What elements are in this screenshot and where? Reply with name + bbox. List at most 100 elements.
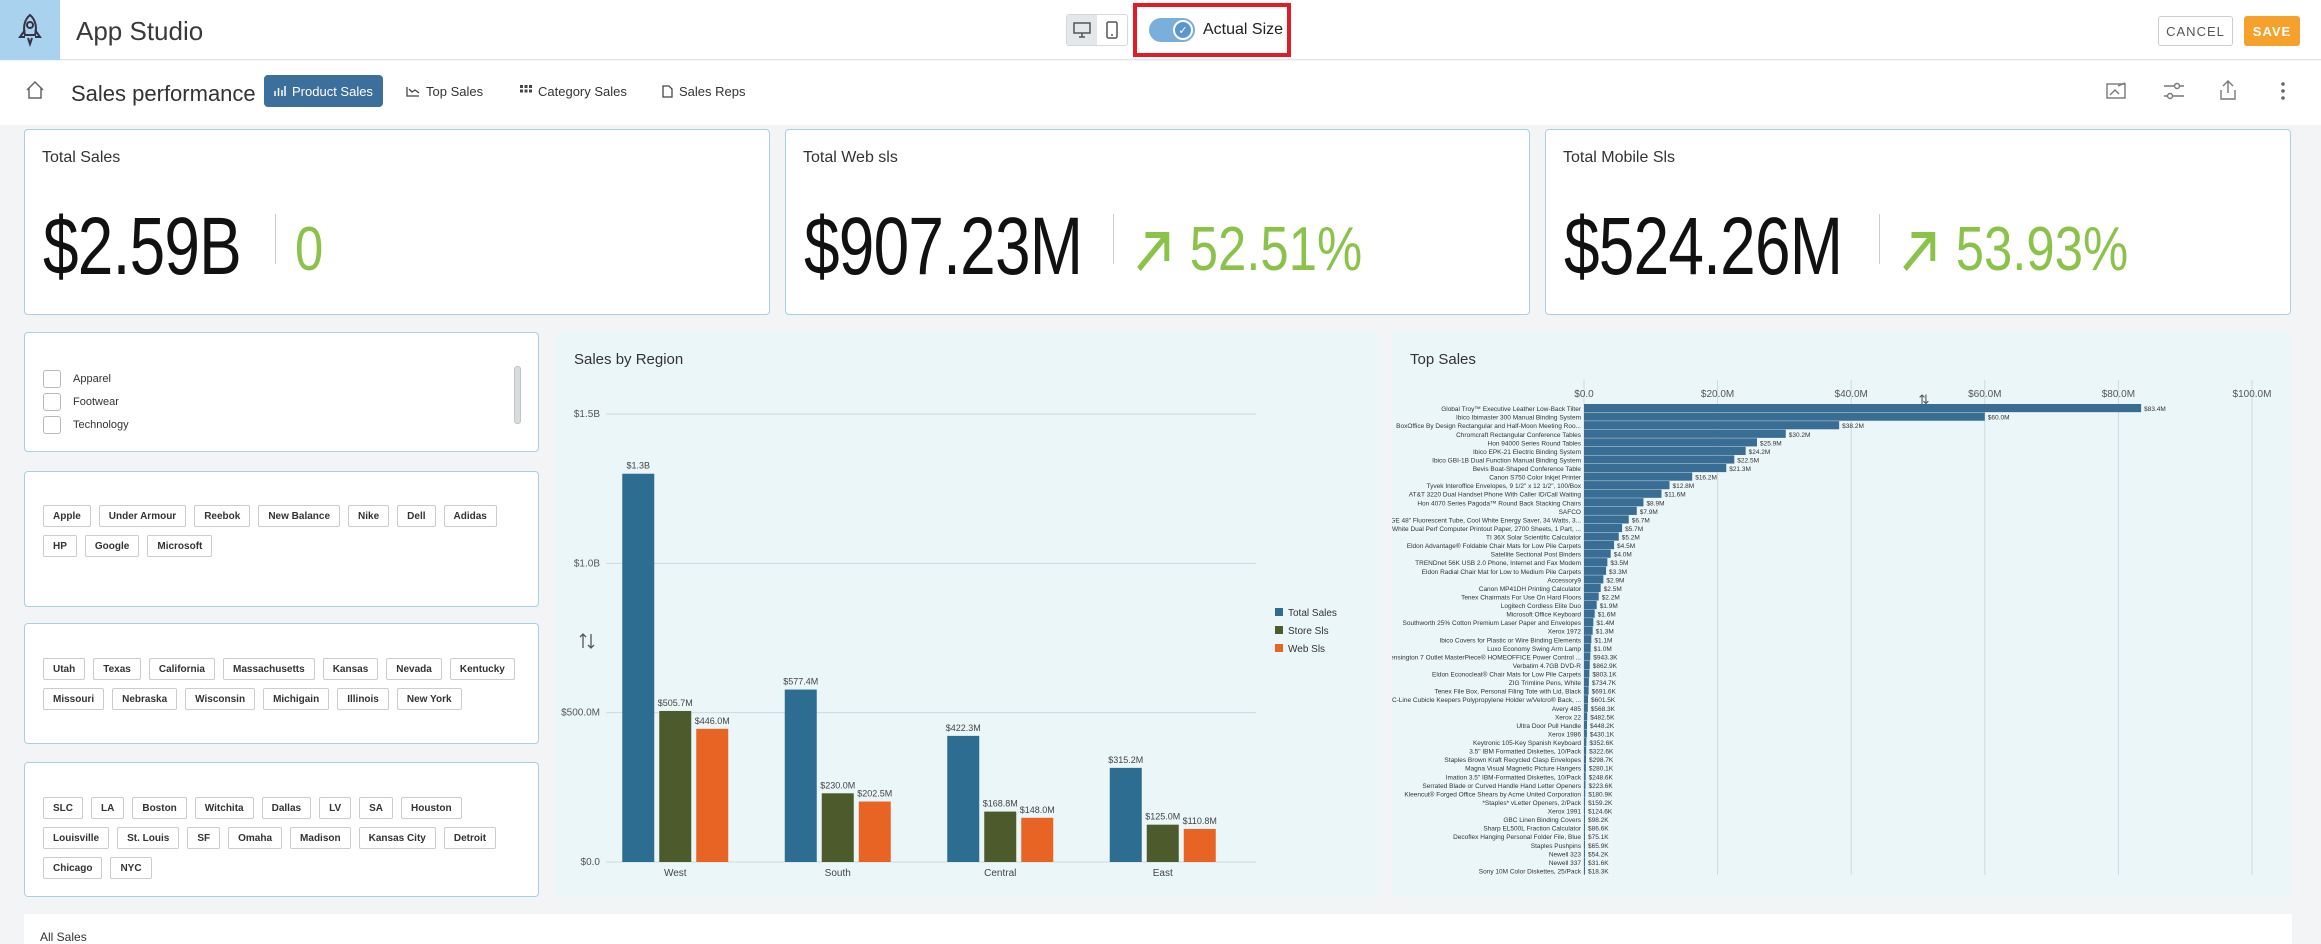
cities-chip[interactable]: Detroit [443, 827, 497, 849]
bar [1584, 789, 1586, 798]
data-label: $1.4M [1596, 620, 1614, 627]
tab-sales-reps[interactable]: Sales Reps [652, 75, 755, 107]
x-tick-label: South [825, 868, 851, 879]
cancel-button[interactable]: CANCEL [2158, 16, 2233, 46]
brands-chip[interactable]: Nike [348, 505, 390, 527]
bar [1584, 609, 1595, 618]
data-label: $943.3K [1593, 654, 1618, 661]
states-chip[interactable]: Kansas [322, 658, 379, 680]
data-label: $18.3K [1588, 869, 1609, 876]
category-option[interactable]: Footwear [43, 390, 129, 413]
tab-label: Category Sales [538, 83, 627, 99]
data-label: $98.2K [1588, 817, 1609, 824]
cities-chip[interactable]: NYC [110, 857, 152, 879]
desktop-view-button[interactable] [1067, 15, 1097, 45]
data-label: $3.3M [1609, 569, 1627, 576]
logo[interactable] [0, 0, 60, 60]
cities-chip[interactable]: Witchita [194, 797, 254, 819]
category-label: Eldon Radial Chair Mat for Low to Medium… [1422, 569, 1582, 576]
actual-size-toggle[interactable]: ✓ Actual Size [1133, 3, 1291, 57]
tab-label: Top Sales [426, 83, 484, 99]
states-chip[interactable]: Utah [43, 658, 86, 680]
brands-chip[interactable]: Reebok [194, 505, 251, 527]
cities-chip[interactable]: LV [319, 797, 352, 819]
states-chip[interactable]: New York [396, 688, 462, 710]
option-label: Apparel [73, 372, 111, 385]
cities-chip[interactable]: Chicago [43, 857, 103, 879]
category-option[interactable]: Apparel [43, 367, 129, 390]
cities-chip[interactable]: Dallas [261, 797, 312, 819]
data-label: $691.6K [1592, 689, 1617, 696]
more-vertical-icon[interactable] [2280, 81, 2286, 101]
share-icon[interactable] [2219, 80, 2237, 100]
cities-chip[interactable]: SLC [43, 797, 83, 819]
data-label: $568.3K [1591, 706, 1616, 713]
tab-product-sales[interactable]: Product Sales [264, 75, 383, 107]
states-chip[interactable]: Missouri [43, 688, 105, 710]
category-option[interactable]: Technology [43, 413, 129, 436]
cities-chip[interactable]: SA [359, 797, 394, 819]
cities-chip[interactable]: Houston [401, 797, 462, 819]
kpi-card-total-sales: Total Sales $2.59B 0 [24, 129, 770, 315]
states-chip[interactable]: Illinois [337, 688, 389, 710]
data-label: $168.8M [983, 799, 1018, 809]
bar [1584, 669, 1590, 678]
cities-chip[interactable]: Madison [290, 827, 351, 849]
mobile-view-button[interactable] [1097, 15, 1127, 45]
brands-chip[interactable]: Under Armour [98, 505, 187, 527]
data-label: $1.1M [1594, 637, 1612, 644]
data-label: $54.2K [1588, 851, 1609, 858]
brands-chip[interactable]: Microsoft [147, 535, 213, 557]
category-label: AT&T 3220 Dual Handset Phone With Caller… [1409, 492, 1582, 499]
sort-icon[interactable] [579, 632, 595, 650]
checkbox[interactable] [43, 392, 61, 411]
checkbox[interactable] [43, 369, 61, 388]
cities-chip[interactable]: St. Louis [117, 827, 180, 849]
tab-category-sales[interactable]: Category Sales [510, 75, 637, 107]
states-chip[interactable]: California [148, 658, 215, 680]
cities-chip[interactable]: Boston [132, 797, 187, 819]
brands-chip[interactable]: HP [43, 535, 77, 557]
legend-swatch [1275, 644, 1283, 652]
cities-chip[interactable]: Louisville [43, 827, 110, 849]
brands-chip[interactable]: Apple [43, 505, 91, 527]
save-button[interactable]: SAVE [2244, 16, 2300, 46]
bar [1584, 523, 1623, 533]
brands-chip[interactable]: Adidas [443, 505, 497, 527]
data-label: $124.6K [1588, 809, 1613, 816]
data-label: $202.5M [857, 789, 892, 799]
states-chip[interactable]: Texas [93, 658, 141, 680]
cities-chip[interactable]: Kansas City [358, 827, 436, 849]
states-chip[interactable]: Michigain [263, 688, 330, 710]
data-label: $3.5M [1610, 560, 1628, 567]
toggle-switch[interactable]: ✓ [1149, 18, 1195, 42]
cities-chip[interactable]: Omaha [228, 827, 283, 849]
states-chip[interactable]: Massachusetts [222, 658, 315, 680]
category-label: ZIG Trimline Pens, White [1509, 680, 1582, 687]
states-chip[interactable]: Nebraska [112, 688, 178, 710]
scrollbar[interactable] [514, 366, 521, 424]
checkbox[interactable] [43, 415, 61, 434]
kpi-delta: 52.51% [1134, 214, 1362, 285]
data-label: $5.7M [1625, 526, 1643, 533]
data-label: $148.0M [1020, 805, 1055, 815]
states-chip[interactable]: Nevada [386, 658, 442, 680]
states-chip[interactable]: Wisconsin [185, 688, 256, 710]
category-label: Southworth 25% Cotton Premium Laser Pape… [1403, 620, 1582, 627]
brands-chip[interactable]: New Balance [258, 505, 341, 527]
filter-sliders-icon[interactable] [2163, 82, 2185, 100]
cities-chip[interactable]: LA [91, 797, 125, 819]
category-label: Tenex File Box, Personal Filing Tote wit… [1434, 689, 1581, 696]
export-image-icon[interactable] [2106, 81, 2128, 101]
data-label: $248.6K [1589, 774, 1614, 781]
brands-chip[interactable]: Dell [397, 505, 436, 527]
bar [1584, 866, 1585, 875]
bar [1584, 515, 1629, 524]
brands-chip[interactable]: Google [84, 535, 140, 557]
cities-chip[interactable]: SF [187, 827, 221, 849]
category-label: Tyvek Interoffice Envelopes, 9 1/2" x 12… [1427, 483, 1582, 490]
states-chip[interactable]: Kentucky [449, 658, 515, 680]
device-toggle [1066, 14, 1128, 46]
home-icon[interactable] [25, 80, 45, 100]
tab-top-sales[interactable]: Top Sales [396, 75, 493, 107]
